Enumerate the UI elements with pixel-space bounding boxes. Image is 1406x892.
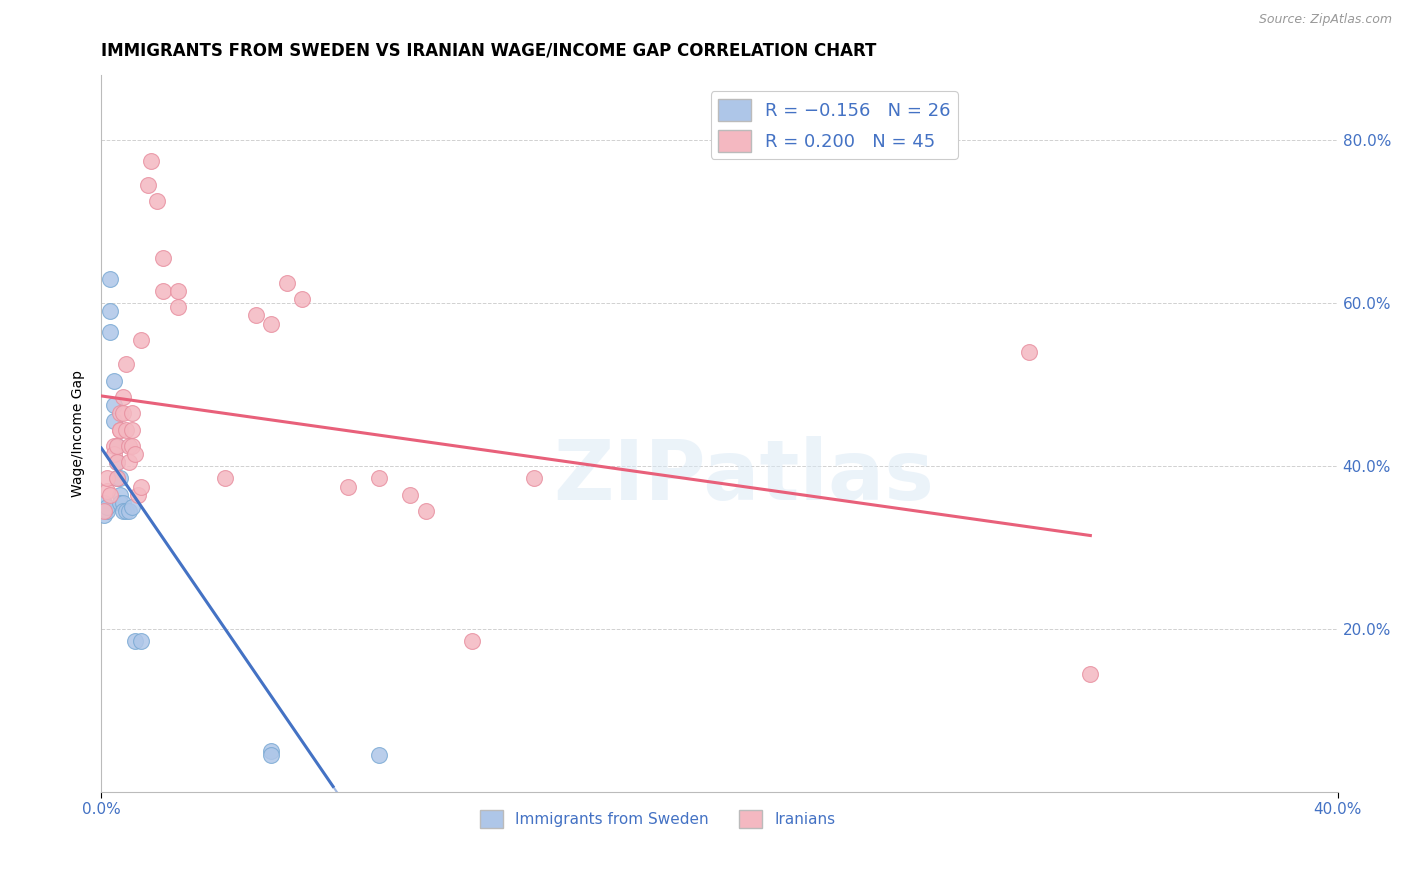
Point	[108, 471, 131, 485]
Point	[121, 406, 143, 420]
Point	[108, 423, 131, 437]
Point	[260, 748, 283, 763]
Point	[124, 634, 146, 648]
Legend: Immigrants from Sweden, Iranians: Immigrants from Sweden, Iranians	[474, 804, 842, 835]
Point	[105, 471, 128, 485]
Point	[337, 479, 360, 493]
Point	[152, 252, 174, 266]
Point	[276, 276, 298, 290]
Point	[105, 439, 128, 453]
Point	[100, 325, 122, 339]
Point	[108, 488, 131, 502]
Point	[103, 414, 125, 428]
Point	[399, 488, 422, 502]
Point	[214, 471, 236, 485]
Point	[118, 439, 141, 453]
Point	[260, 317, 283, 331]
Point	[108, 406, 131, 420]
Point	[152, 284, 174, 298]
Point	[105, 439, 128, 453]
Y-axis label: Wage/Income Gap: Wage/Income Gap	[72, 370, 86, 497]
Point	[96, 504, 118, 518]
Point	[105, 455, 128, 469]
Point	[1080, 666, 1102, 681]
Point	[131, 479, 153, 493]
Point	[131, 333, 153, 347]
Point	[93, 496, 115, 510]
Point	[93, 504, 115, 518]
Point	[108, 423, 131, 437]
Point	[93, 508, 115, 522]
Point	[111, 496, 134, 510]
Point	[115, 504, 138, 518]
Point	[103, 439, 125, 453]
Point	[103, 374, 125, 388]
Point	[523, 471, 546, 485]
Point	[108, 496, 131, 510]
Point	[111, 406, 134, 420]
Point	[96, 471, 118, 485]
Point	[118, 455, 141, 469]
Point	[136, 178, 159, 193]
Point	[118, 504, 141, 518]
Point	[115, 357, 138, 371]
Point	[100, 272, 122, 286]
Point	[291, 292, 314, 306]
Point	[415, 504, 437, 518]
Point	[96, 500, 118, 514]
Point	[115, 423, 138, 437]
Point	[111, 390, 134, 404]
Point	[368, 748, 391, 763]
Point	[127, 488, 149, 502]
Point	[461, 634, 484, 648]
Point	[105, 455, 128, 469]
Point	[260, 744, 283, 758]
Point	[96, 483, 118, 498]
Point	[1018, 345, 1040, 359]
Point	[124, 447, 146, 461]
Text: ZIPatlas: ZIPatlas	[554, 436, 935, 517]
Point	[103, 398, 125, 412]
Point	[121, 439, 143, 453]
Point	[100, 488, 122, 502]
Point	[100, 304, 122, 318]
Text: IMMIGRANTS FROM SWEDEN VS IRANIAN WAGE/INCOME GAP CORRELATION CHART: IMMIGRANTS FROM SWEDEN VS IRANIAN WAGE/I…	[101, 42, 876, 60]
Point	[139, 153, 162, 168]
Point	[167, 284, 190, 298]
Point	[245, 309, 267, 323]
Point	[121, 500, 143, 514]
Point	[103, 447, 125, 461]
Point	[105, 471, 128, 485]
Text: Source: ZipAtlas.com: Source: ZipAtlas.com	[1258, 13, 1392, 27]
Point	[368, 471, 391, 485]
Point	[121, 423, 143, 437]
Point	[131, 634, 153, 648]
Point	[146, 194, 169, 209]
Point	[111, 504, 134, 518]
Point	[167, 301, 190, 315]
